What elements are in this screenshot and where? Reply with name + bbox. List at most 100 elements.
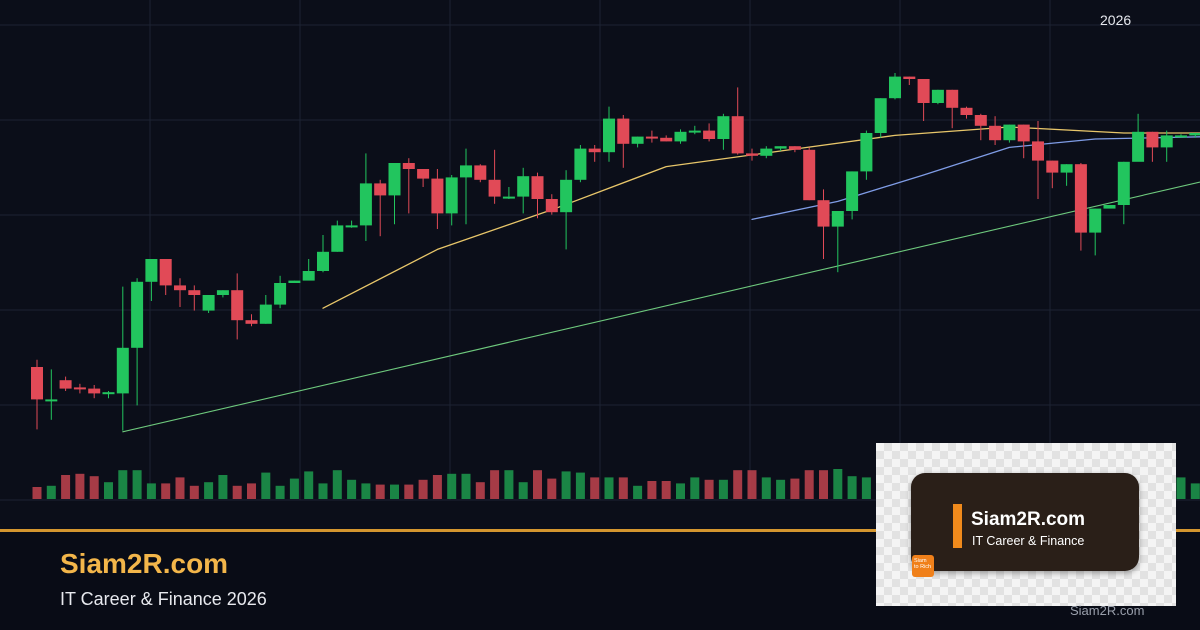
- volume-bar: [404, 484, 414, 499]
- volume-bar: [747, 470, 757, 499]
- logo-accent-bar: [953, 504, 962, 548]
- candle-body: [903, 76, 916, 79]
- candle-body: [1046, 160, 1059, 173]
- candle-body: [803, 149, 816, 201]
- brand-title: Siam2R.com: [60, 548, 229, 579]
- volume-bar: [504, 470, 514, 499]
- volume-bar: [561, 471, 571, 499]
- volume-bar: [533, 470, 542, 499]
- volume-bar: [390, 484, 399, 499]
- candle-body: [688, 130, 701, 133]
- candle-body: [102, 392, 115, 395]
- candle-body: [974, 115, 987, 126]
- volume-bar: [1190, 483, 1200, 499]
- candle-body: [1103, 205, 1116, 209]
- volume-bar: [1176, 477, 1186, 499]
- candle-body: [731, 116, 744, 154]
- candle-body: [631, 136, 644, 144]
- candle-body: [1060, 164, 1073, 173]
- volume-bar: [833, 469, 843, 499]
- candle-body: [317, 251, 329, 271]
- volume-bar: [61, 475, 71, 499]
- volume-bar: [418, 479, 428, 499]
- candles: [31, 73, 1200, 431]
- volume-bar: [375, 484, 385, 499]
- volume-bar: [204, 482, 214, 499]
- candle-body: [860, 133, 873, 172]
- candle-body: [1146, 131, 1159, 148]
- volume-bar: [618, 477, 628, 499]
- volume-bar: [447, 473, 457, 499]
- candle-body: [703, 130, 716, 139]
- candle-body: [1160, 135, 1173, 148]
- candle-body: [502, 196, 515, 199]
- candle-body: [531, 176, 544, 199]
- candle-body: [474, 165, 487, 180]
- volume-bar: [175, 477, 185, 499]
- volume-bar: [332, 470, 342, 499]
- volume-bar: [104, 482, 113, 499]
- volume-bar: [475, 482, 485, 499]
- candle-body: [245, 320, 258, 324]
- candle-body: [202, 295, 215, 311]
- logo-subtitle: IT Career & Finance: [972, 534, 1085, 548]
- candle-body: [216, 290, 229, 295]
- candle-body: [889, 76, 901, 99]
- candle-body: [1017, 124, 1030, 142]
- candle-body: [188, 290, 201, 295]
- volume-bar: [432, 475, 442, 499]
- volume-bar: [232, 485, 242, 499]
- volume-bar: [490, 470, 500, 499]
- volume-bar: [461, 473, 471, 499]
- logo-title: Siam2R.com: [971, 509, 1086, 530]
- logo-badge-icon: Siam to Rich: [912, 555, 934, 577]
- candle-body: [131, 281, 144, 348]
- candle-body: [445, 177, 458, 214]
- candle-body: [159, 259, 172, 286]
- candle-body: [603, 118, 615, 153]
- logo-badge-line2: to Rich: [914, 564, 932, 570]
- candle-body: [545, 199, 558, 213]
- volume-bar: [218, 475, 228, 499]
- volume-bar: [804, 470, 814, 499]
- candle-body: [960, 107, 973, 115]
- candle-body: [717, 116, 730, 139]
- volume-bar: [118, 470, 128, 499]
- candle-body: [660, 137, 673, 142]
- volume-bar: [776, 479, 786, 499]
- candle-body: [88, 388, 101, 394]
- volume-bar: [518, 482, 528, 499]
- candle-body: [774, 146, 787, 149]
- volume-bar: [847, 476, 857, 499]
- logo-card: [911, 473, 1139, 571]
- candle-body: [388, 163, 401, 196]
- logo-badge-line1: Siam: [914, 558, 927, 564]
- candle-body: [145, 259, 158, 282]
- volume-bar: [690, 477, 700, 499]
- candle-body: [574, 148, 587, 180]
- candle-body: [746, 153, 758, 156]
- volume-bar: [547, 478, 557, 499]
- volume-bar: [604, 477, 614, 499]
- candle-body: [1189, 133, 1200, 136]
- volume-bar: [318, 483, 328, 499]
- volume-bar: [733, 470, 743, 499]
- candle-body: [359, 183, 372, 226]
- logo-panel: Siam2R.com IT Career & Finance Siam to R…: [876, 443, 1176, 606]
- candle-body: [488, 179, 501, 197]
- candle-body: [560, 179, 573, 213]
- candle-body: [417, 169, 430, 179]
- volume-bar: [75, 473, 85, 499]
- volume-bar: [590, 477, 600, 499]
- trend-line: [122, 181, 1200, 433]
- candle-body: [259, 304, 272, 324]
- candle-body: [45, 399, 58, 402]
- candle-body: [1003, 124, 1016, 141]
- candle-body: [374, 183, 387, 196]
- volume-bar: [132, 470, 142, 499]
- candle-body: [1032, 141, 1044, 161]
- candle-body: [617, 118, 630, 144]
- volume-bar: [704, 479, 714, 499]
- candle-body: [588, 148, 601, 153]
